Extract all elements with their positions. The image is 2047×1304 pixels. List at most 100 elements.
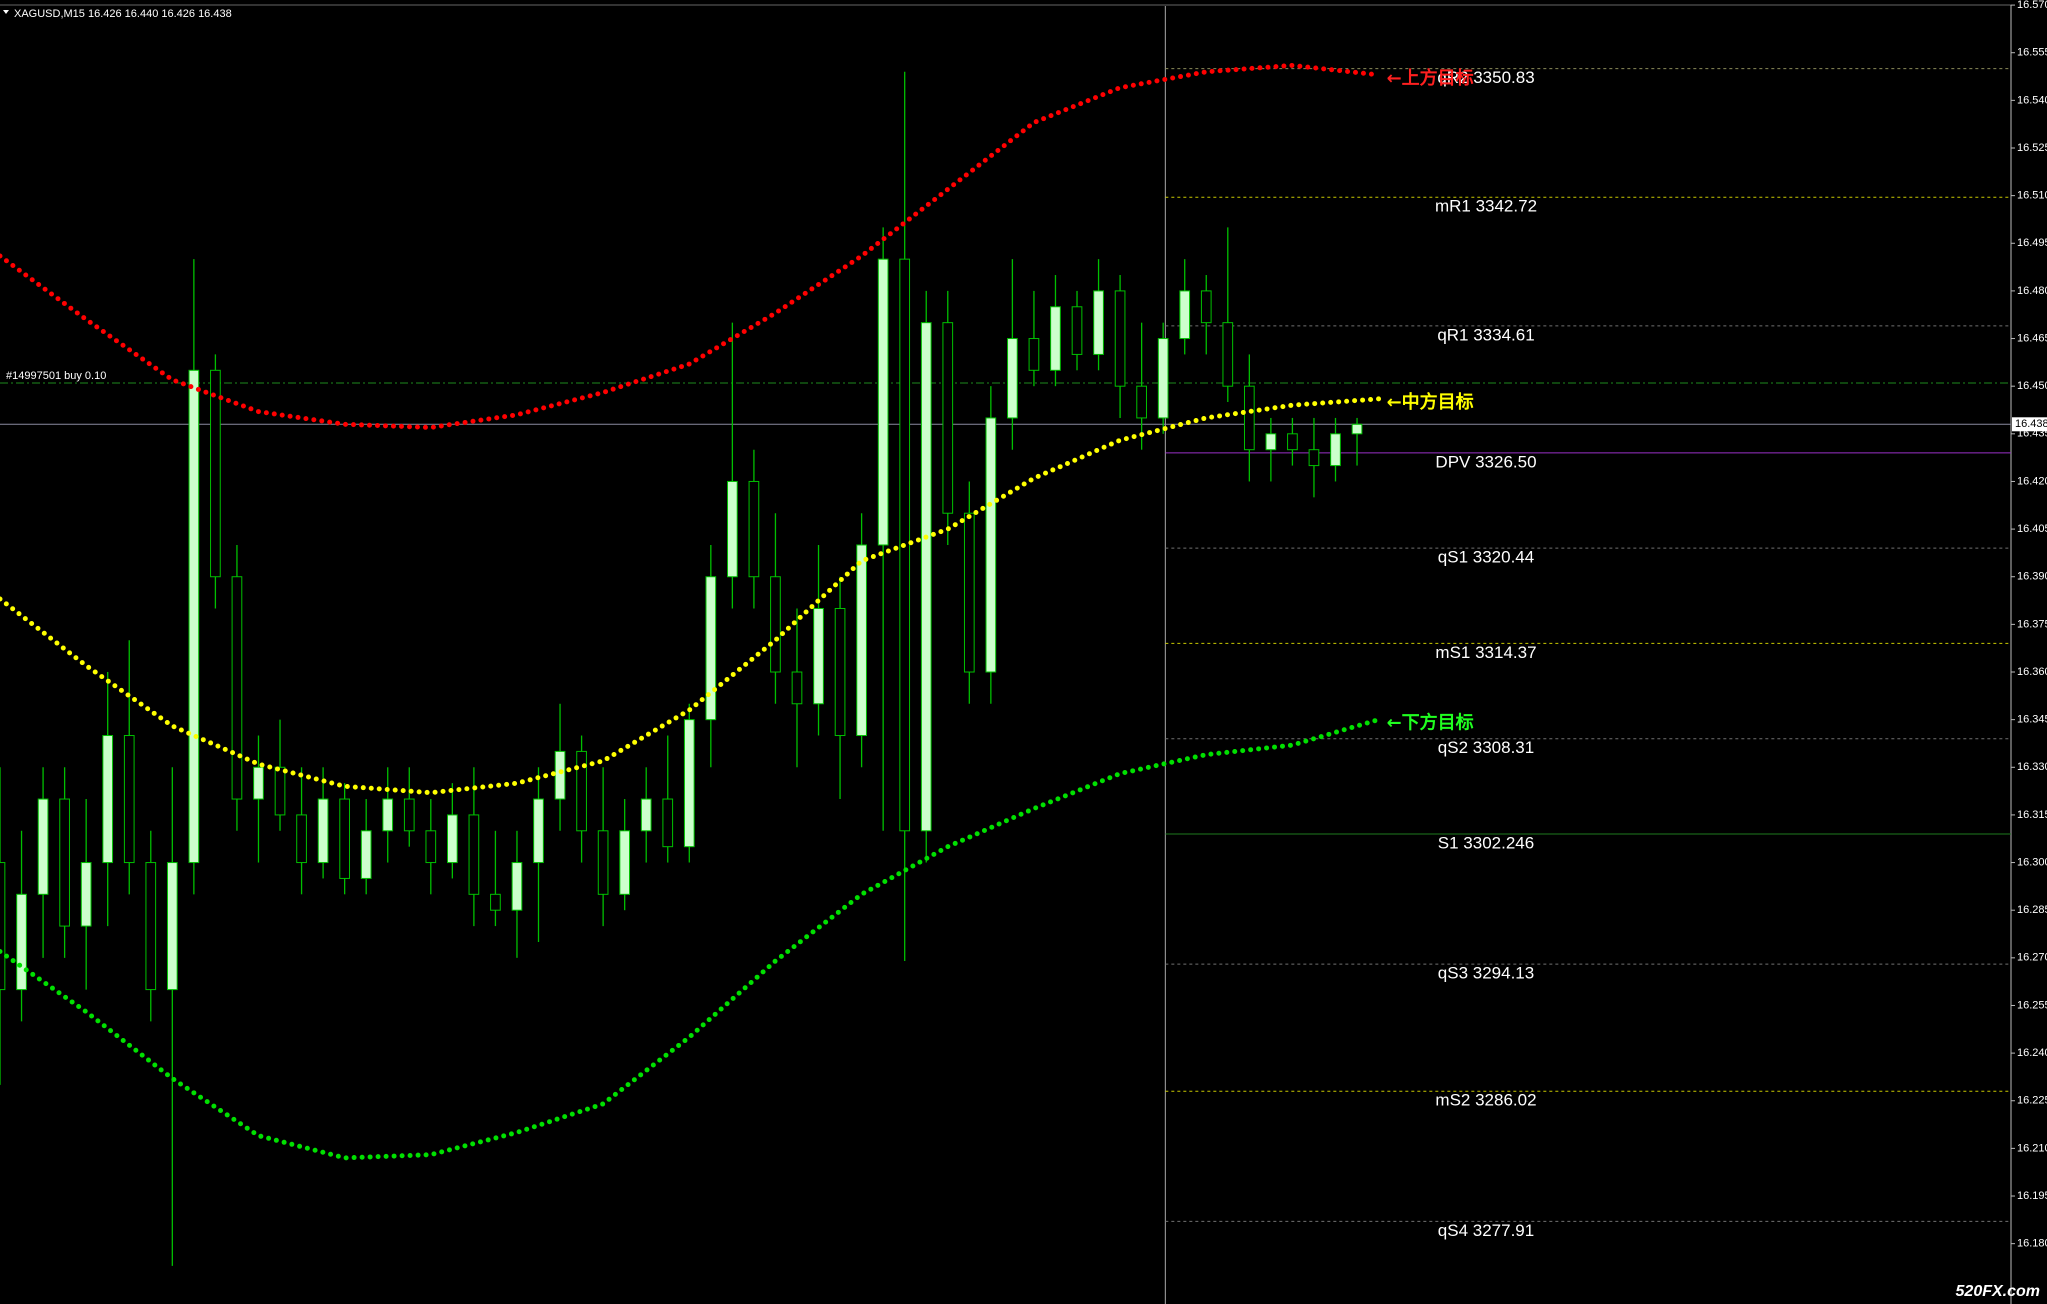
y-tick-label: 16.285 bbox=[2017, 904, 2047, 916]
candle-body bbox=[1243, 385, 1255, 451]
candle-body bbox=[145, 862, 157, 991]
candle-body bbox=[102, 735, 114, 864]
candle-body bbox=[1265, 433, 1277, 451]
candle-body bbox=[963, 512, 975, 673]
y-tick-label: 16.525 bbox=[2017, 142, 2047, 154]
candle-body bbox=[920, 322, 932, 832]
level-label: qS1 3320.44 bbox=[1438, 548, 1534, 567]
chart-title: XAGUSD,M15 16.426 16.440 16.426 16.438 bbox=[14, 8, 232, 20]
y-tick-label: 16.360 bbox=[2017, 666, 2047, 678]
level-label: mS2 3286.02 bbox=[1435, 1091, 1536, 1110]
order-label: #14997501 buy 0.10 bbox=[6, 370, 106, 382]
annotation: ←下方目标 bbox=[1387, 712, 1474, 734]
candle-body bbox=[80, 862, 92, 927]
candle-body bbox=[597, 830, 609, 895]
candle-body bbox=[1200, 290, 1212, 324]
y-tick-label: 16.300 bbox=[2017, 856, 2047, 868]
y-tick-label: 16.480 bbox=[2017, 285, 2047, 297]
candle-body bbox=[253, 766, 264, 800]
y-tick-label: 16.345 bbox=[2017, 714, 2047, 726]
candle-body bbox=[1157, 338, 1169, 419]
current-price-box bbox=[2012, 417, 2047, 432]
candle-body bbox=[770, 576, 781, 673]
y-tick-label: 16.315 bbox=[2017, 809, 2047, 821]
candle-body bbox=[490, 893, 501, 911]
y-tick-label: 16.255 bbox=[2017, 999, 2047, 1011]
y-tick-label: 16.540 bbox=[2017, 94, 2047, 106]
level-label: qS2 3308.31 bbox=[1438, 738, 1534, 757]
candle-body bbox=[877, 258, 889, 546]
y-tick-label: 16.270 bbox=[2017, 952, 2047, 964]
candle-body bbox=[1308, 449, 1320, 467]
candle-body bbox=[1287, 433, 1298, 451]
candle-body bbox=[705, 576, 717, 721]
y-tick-label: 16.375 bbox=[2017, 618, 2047, 630]
title-arrow bbox=[3, 10, 9, 14]
candle-body bbox=[511, 862, 523, 911]
candle-body bbox=[188, 369, 200, 864]
candle-body bbox=[360, 830, 372, 879]
candle-body bbox=[231, 576, 243, 800]
candle-body bbox=[683, 719, 695, 848]
indicator-curve bbox=[0, 62, 1382, 431]
y-tick-label: 16.195 bbox=[2017, 1190, 2047, 1202]
candle-body bbox=[791, 671, 803, 705]
candle-body bbox=[1071, 306, 1083, 355]
candle-body bbox=[1114, 290, 1126, 387]
level-label: qS3 3294.13 bbox=[1438, 964, 1534, 983]
y-tick-label: 16.330 bbox=[2017, 761, 2047, 773]
level-label: qR1 3334.61 bbox=[1437, 325, 1534, 344]
current-price-label: 16.438 bbox=[2015, 418, 2047, 430]
candle-body bbox=[425, 830, 437, 864]
candle-body bbox=[403, 798, 415, 832]
level-label: S1 3302.246 bbox=[1438, 833, 1534, 852]
candle-body bbox=[166, 862, 178, 991]
candle-body bbox=[382, 798, 394, 832]
annotation: ←中方目标 bbox=[1387, 391, 1474, 413]
candle-body bbox=[1330, 433, 1341, 467]
candle-body bbox=[1028, 338, 1040, 371]
candle-body bbox=[640, 798, 652, 832]
candle-body bbox=[856, 544, 867, 737]
candle-body bbox=[1222, 322, 1234, 387]
candle-body bbox=[1050, 306, 1061, 371]
y-tick-label: 16.210 bbox=[2017, 1142, 2047, 1154]
indicator-curve bbox=[0, 396, 1382, 796]
candle-body bbox=[533, 798, 544, 864]
y-tick-label: 16.420 bbox=[2017, 475, 2047, 487]
level-label: mS1 3314.37 bbox=[1435, 643, 1536, 662]
y-tick-label: 16.390 bbox=[2017, 571, 2047, 583]
candle-body bbox=[37, 798, 49, 895]
candle-body bbox=[576, 750, 587, 832]
y-tick-label: 16.465 bbox=[2017, 332, 2047, 344]
candle-body bbox=[446, 814, 458, 864]
y-tick-label: 16.450 bbox=[2017, 380, 2047, 392]
y-tick-label: 16.495 bbox=[2017, 237, 2047, 249]
y-tick-label: 16.225 bbox=[2017, 1095, 2047, 1107]
candle-body bbox=[1093, 290, 1104, 355]
candle-body bbox=[554, 750, 566, 800]
candle-body bbox=[339, 798, 350, 879]
level-label: qS4 3277.91 bbox=[1438, 1221, 1534, 1240]
candle-body bbox=[1007, 338, 1018, 419]
indicator-curve bbox=[0, 717, 1382, 1161]
candle-body bbox=[16, 893, 27, 991]
candle-body bbox=[813, 607, 824, 705]
candle-body bbox=[662, 798, 674, 848]
candle-body bbox=[123, 735, 135, 864]
candle-body bbox=[210, 369, 221, 578]
candle-body bbox=[1136, 385, 1147, 419]
candle-body bbox=[727, 480, 738, 578]
y-tick-label: 16.510 bbox=[2017, 190, 2047, 202]
watermark: 520FX.com bbox=[1956, 1283, 2040, 1300]
candle-body bbox=[834, 607, 846, 737]
candle-body bbox=[296, 814, 307, 864]
candle-body bbox=[468, 814, 480, 895]
candle-body bbox=[317, 798, 329, 864]
annotation: ←上方目标 bbox=[1387, 67, 1474, 89]
y-tick-label: 16.555 bbox=[2017, 47, 2047, 59]
y-tick-label: 16.405 bbox=[2017, 523, 2047, 535]
level-label: mR1 3342.72 bbox=[1435, 197, 1537, 216]
